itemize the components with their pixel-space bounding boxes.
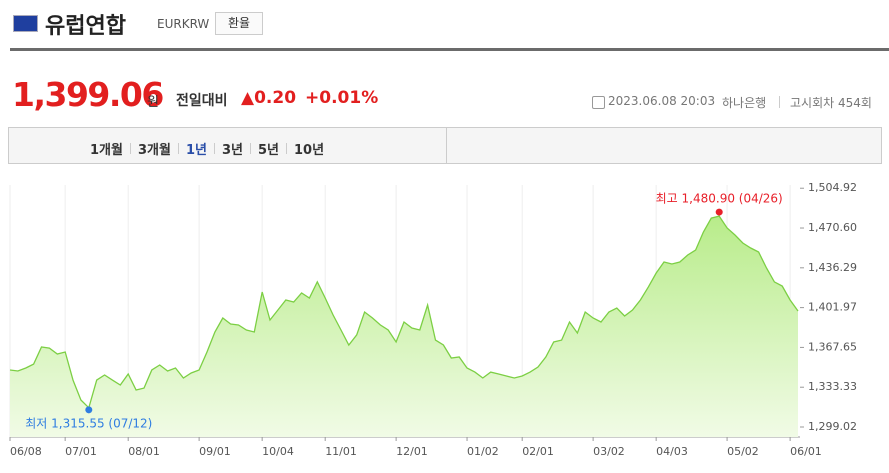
x-tick-label: 04/03 bbox=[656, 445, 688, 458]
x-tick-label: 03/02 bbox=[593, 445, 625, 458]
y-tick-label: 1,401.97 bbox=[808, 301, 857, 314]
y-tick-label: 1,470.60 bbox=[808, 221, 857, 234]
code: EURKRW bbox=[157, 17, 210, 31]
bank: 하나은행 bbox=[722, 96, 767, 110]
x-tick-label: 05/02 bbox=[727, 445, 759, 458]
x-tick-label: 08/01 bbox=[128, 445, 160, 458]
divider bbox=[10, 48, 889, 51]
change-pct: +0.01% bbox=[305, 88, 379, 108]
x-tick-label: 07/01 bbox=[65, 445, 97, 458]
x-tick-label: 06/08 bbox=[10, 445, 42, 458]
price: 1,399.06 bbox=[12, 75, 164, 114]
tab-bar bbox=[8, 127, 882, 164]
tab[interactable]: 3년 bbox=[221, 143, 243, 158]
tab[interactable]: 1년 bbox=[185, 143, 207, 158]
max-point bbox=[715, 208, 723, 216]
tab-separator bbox=[285, 143, 287, 154]
y-tick-label: 1,436.29 bbox=[808, 261, 857, 274]
unit: 원 bbox=[147, 95, 159, 110]
tab[interactable]: 5년 bbox=[257, 143, 279, 158]
tab-divider bbox=[446, 128, 447, 163]
x-tick-label: 10/04 bbox=[262, 445, 294, 458]
line bbox=[9, 215, 799, 410]
x-tick-label: 01/02 bbox=[467, 445, 499, 458]
x-tick-label: 12/01 bbox=[396, 445, 428, 458]
title: 유럽연합 bbox=[45, 14, 126, 39]
x-tick-label: 06/01 bbox=[790, 445, 822, 458]
y-tick-label: 1,367.65 bbox=[808, 340, 857, 353]
tabs: 1개월 3개월 1년 3년 5년 10년 bbox=[90, 139, 324, 158]
tab-separator bbox=[177, 143, 179, 154]
tab[interactable]: 3개월 bbox=[137, 143, 171, 158]
tab[interactable]: 1개월 bbox=[90, 143, 123, 158]
area bbox=[10, 216, 798, 437]
y-tick-label: 1,504.92 bbox=[808, 181, 857, 194]
x-tick-label: 09/01 bbox=[199, 445, 231, 458]
round: 고시회차 454회 bbox=[790, 96, 872, 110]
tab[interactable]: 10년 bbox=[293, 143, 325, 158]
rate-button[interactable]: 환율 bbox=[215, 12, 263, 35]
tab-separator bbox=[129, 143, 131, 154]
y-tick-label: 1,299.02 bbox=[808, 420, 857, 433]
y-tick-label: 1,333.33 bbox=[808, 380, 857, 393]
max-label: 최고 1,480.90 (04/26) bbox=[656, 192, 783, 206]
change: ▲0.20 bbox=[241, 88, 297, 108]
tab-separator bbox=[249, 143, 251, 154]
datetime: 2023.06.08 20:03 bbox=[608, 94, 716, 108]
min-label: 최저 1,315.55 (07/12) bbox=[25, 416, 152, 430]
separator bbox=[779, 96, 780, 108]
clock-icon bbox=[592, 96, 605, 109]
x-tick-label: 02/01 bbox=[522, 445, 554, 458]
flag bbox=[13, 15, 38, 32]
tab-separator bbox=[213, 143, 215, 154]
change-label: 전일대비 bbox=[176, 93, 228, 109]
min-point bbox=[85, 406, 93, 414]
x-tick-label: 11/01 bbox=[325, 445, 357, 458]
